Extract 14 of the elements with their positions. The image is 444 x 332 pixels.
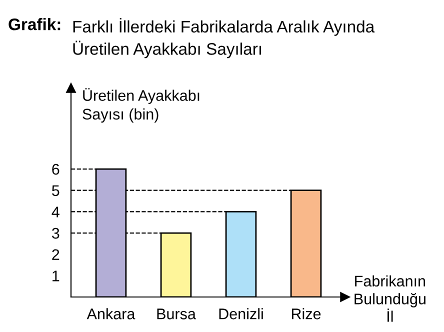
x-tick-label: Ankara <box>86 308 136 320</box>
chart-title: Farklı İllerdeki Fabrikalarda Aralık Ayında Üretilen Ayakkabı Sayıları <box>73 18 375 58</box>
y-tick-label: 3 <box>52 228 60 239</box>
x-tick-label: Bursa <box>157 308 196 320</box>
y-tick-label: 6 <box>52 164 60 175</box>
x-tick-label: Denizli <box>219 308 263 320</box>
text: Grafik: <box>8 18 60 30</box>
y-tick-label: 5 <box>52 185 60 196</box>
y-tick-label: 2 <box>52 249 60 260</box>
y-tick-label: 4 <box>52 206 60 218</box>
x-tick-label: Rize <box>292 308 321 320</box>
y-tick-label: 1 <box>52 270 60 282</box>
x-axis-title: Fabrikanın Bulunduğu İl <box>354 275 426 322</box>
y-axis-title: Üretilen Ayakkabı Sayısı (bin) <box>82 88 200 123</box>
